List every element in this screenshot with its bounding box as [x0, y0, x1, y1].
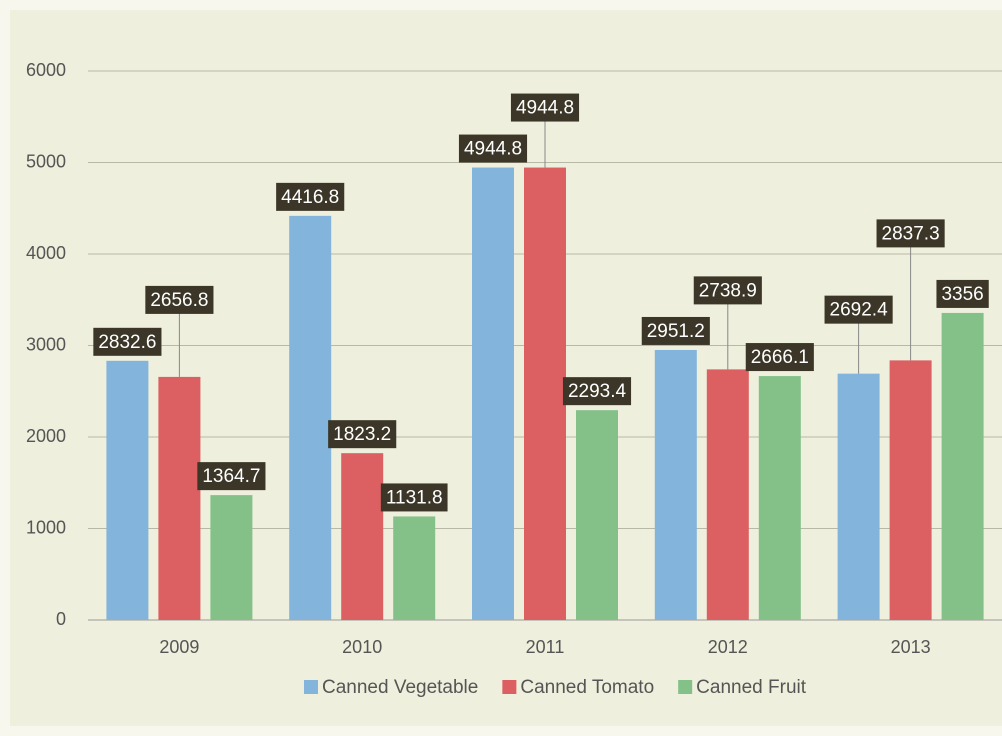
data-label: 2738.9	[699, 280, 757, 301]
data-label-box	[824, 295, 893, 324]
bar	[472, 167, 514, 621]
data-label: 2293.4	[568, 381, 627, 402]
bars	[106, 167, 984, 621]
bar	[706, 369, 749, 620]
x-tick-label: 2012	[708, 637, 748, 657]
data-label: 2692.4	[830, 300, 889, 321]
x-tick-label: 2011	[526, 637, 565, 657]
data-label: 1823.2	[333, 424, 391, 445]
y-tick-label: 0	[56, 609, 66, 629]
y-tick-label: 1000	[26, 517, 66, 537]
bar	[941, 312, 984, 620]
bar	[758, 376, 801, 620]
data-label-box	[876, 219, 945, 248]
bar	[837, 373, 880, 620]
data-label: 2951.2	[647, 321, 705, 342]
data-label-box	[380, 483, 448, 512]
data-label: 2832.6	[98, 332, 156, 353]
legend-label: Canned Vegetable	[322, 677, 478, 698]
data-label-box	[745, 343, 814, 372]
bar	[106, 360, 149, 620]
data-label: 4416.8	[281, 187, 339, 208]
data-label-box	[693, 276, 762, 305]
data-label-box	[93, 327, 162, 356]
data-label-box	[276, 182, 345, 211]
data-label: 2666.1	[751, 347, 809, 368]
bar	[341, 453, 384, 620]
legend-label: Canned Tomato	[520, 677, 654, 698]
x-tick-label: 2013	[891, 637, 931, 657]
bar	[289, 215, 332, 620]
bar	[158, 376, 201, 620]
data-label-box	[145, 285, 214, 314]
data-label: 4944.8	[516, 98, 574, 119]
data-label-box	[458, 134, 528, 163]
y-tick-label: 4000	[26, 243, 66, 263]
data-label: 1364.7	[202, 466, 260, 487]
bar	[393, 516, 436, 620]
data-label-box	[328, 420, 397, 449]
y-tick-label: 6000	[26, 60, 66, 80]
x-tick-label: 2009	[159, 637, 199, 657]
legend-swatch	[303, 680, 318, 694]
y-tick-label: 3000	[26, 334, 66, 354]
labels: 2832.6 2656.8 1364.7 4416.8 1823.2 1131.8 4944…	[93, 93, 989, 512]
bar	[524, 167, 566, 621]
data-label: 3356	[941, 284, 983, 305]
data-label: 4944.8	[464, 139, 522, 160]
bar	[889, 360, 932, 620]
y-tick-label: 5000	[26, 151, 66, 171]
data-label: 2656.8	[150, 290, 208, 311]
data-label-box	[562, 377, 632, 406]
legend-label: Canned Fruit	[696, 677, 807, 698]
legend-swatch	[502, 680, 517, 694]
data-label: 1131.8	[386, 487, 443, 508]
bar	[576, 410, 618, 620]
data-label-box	[936, 279, 989, 308]
bar	[654, 349, 697, 620]
legend-swatch	[678, 680, 693, 694]
grid: 0 1000 2000 3000 4000 5000 6000 2009 2010 2011 201…	[26, 60, 1002, 698]
data-label: 2837.3	[882, 223, 940, 244]
bar	[210, 495, 253, 620]
data-label-box	[510, 93, 580, 122]
x-tick-label: 2010	[342, 637, 382, 657]
data-label-box	[641, 316, 710, 345]
data-label-box	[197, 462, 266, 491]
y-tick-label: 2000	[26, 426, 66, 446]
